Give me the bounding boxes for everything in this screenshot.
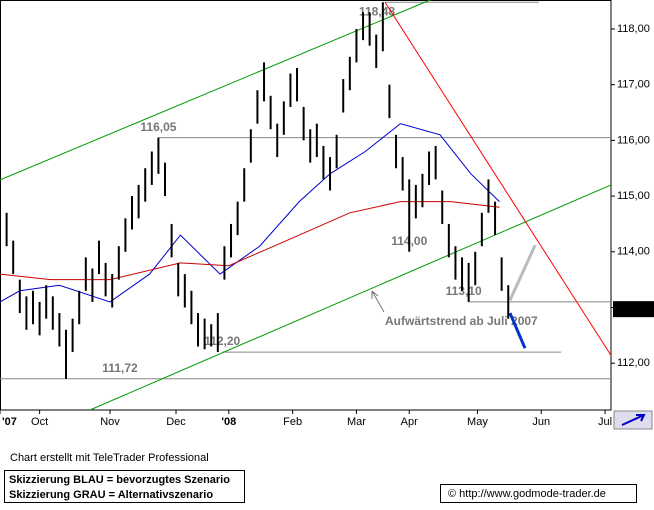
legend-note: Skizzierung GRAU = Alternativszenario: [9, 489, 213, 501]
x-tick-label: Oct: [31, 416, 48, 428]
x-tick-label: '07: [2, 416, 17, 428]
level-label: 116,05: [140, 120, 176, 134]
y-tick-label: 116,00: [617, 134, 650, 146]
annotation-arrow: [371, 290, 385, 313]
logo-icon: [621, 414, 646, 426]
x-tick-label: May: [467, 416, 488, 428]
annotation: Aufwärtstrend ab Juli 2007: [385, 314, 538, 328]
x-tick-label: Nov: [100, 416, 120, 428]
x-tick-label: Feb: [283, 416, 302, 428]
y-tick-label: 114,00: [617, 246, 650, 258]
x-tick-label: Jun: [532, 416, 550, 428]
overlay-line: [0, 201, 500, 281]
x-tick-label: '08: [221, 416, 236, 428]
overlay-line: [508, 312, 527, 349]
level-label: 113,10: [446, 284, 482, 298]
legend-box: [4, 470, 245, 503]
level-label: 112,20: [204, 334, 240, 348]
legend-note: Skizzierung BLAU = bevorzugtes Szenario: [9, 474, 230, 486]
overlay-line: [384, 1, 612, 356]
last-price-label: 112,97: [617, 303, 650, 315]
overlay-line: [0, 123, 500, 303]
level-label: 118,48: [359, 4, 395, 18]
y-tick-label: 115,00: [617, 190, 650, 202]
y-tick-label: 117,00: [617, 79, 650, 91]
last-price-box: [613, 301, 654, 318]
x-tick-label: Dec: [166, 416, 186, 428]
overlay-line: [89, 184, 612, 411]
credit: Chart erstellt mit TeleTrader Profession…: [10, 452, 209, 464]
x-tick-label: Apr: [401, 416, 418, 428]
plot-frame: [0, 0, 612, 411]
level-label: 111,72: [102, 361, 138, 375]
overlay-line: [0, 0, 431, 181]
x-tick-label: Mar: [347, 416, 366, 428]
source-box: [440, 484, 637, 503]
overlay-line: [508, 244, 537, 301]
y-tick-label: 118,00: [617, 23, 650, 35]
source: © http://www.godmode-trader.de: [448, 488, 606, 500]
y-tick-label: 112,00: [617, 357, 650, 369]
x-tick-label: Jul: [598, 416, 612, 428]
